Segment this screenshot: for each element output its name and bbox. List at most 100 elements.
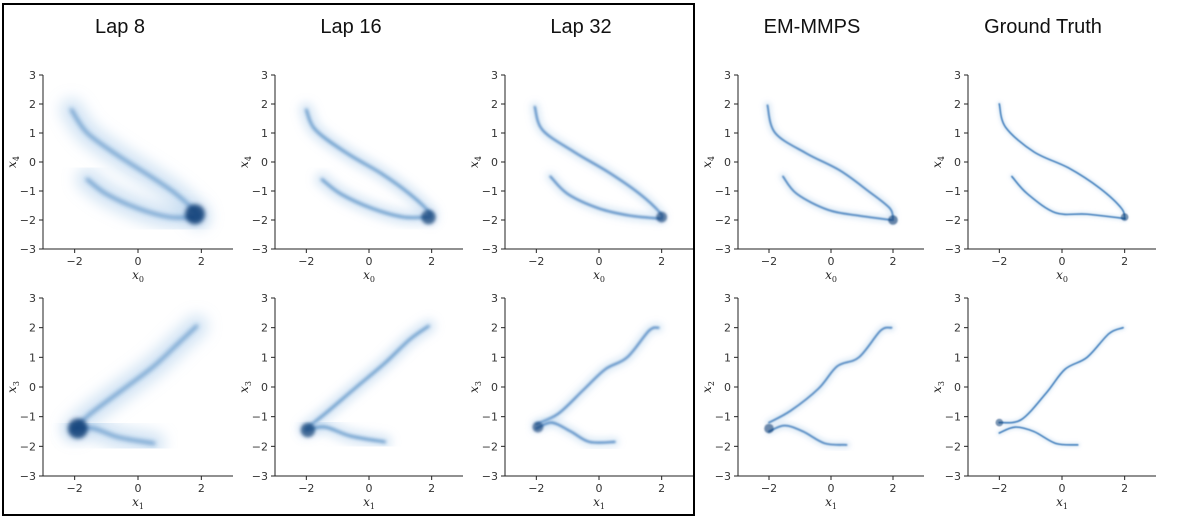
y-tick-label: −2 [20,440,36,453]
x-tick-label: −2 [298,482,314,495]
x-axis-label: x0 [1056,268,1068,284]
y-tick-label: −2 [20,214,36,227]
y-tick-label: −3 [20,470,36,483]
panel-3-bottom: −3 −2 −1 0 1 2 3 −2 0 2 x1 x2 [700,292,924,511]
y-tick-label: −1 [945,411,961,424]
lower-branch-core [1011,175,1126,220]
y-tick-label: 1 [29,351,36,364]
density-layer [529,101,668,224]
upper-branch-halo [763,101,897,224]
column-title-lap-16: Lap 16 [320,16,382,38]
y-tick-label: 1 [261,351,268,364]
density-layer [995,325,1126,448]
y-tick-label: −2 [252,214,268,227]
y-tick-label: 3 [491,292,498,305]
y-tick-label: 3 [491,69,498,82]
lower-branch-core [549,175,662,220]
y-tick-label: 0 [261,381,268,394]
x-axis-label: x0 [593,268,605,284]
panel-4-bottom: −3 −2 −1 0 1 2 3 −2 0 2 x1 x3 [930,292,1156,511]
upper-branch-halo [529,101,668,224]
y-axis-label: x3 [930,381,946,393]
tail-branch-halo [765,421,851,449]
tail-branch-core [768,424,848,446]
y-tick-label: 3 [261,292,268,305]
y-tick-label: −1 [482,411,498,424]
x-tick-label: 2 [890,255,897,268]
y-axis-label: x3 [237,381,253,393]
rising-branch-core [998,326,1124,424]
lower-branch-core [782,175,893,221]
x-tick-label: 0 [135,255,142,268]
y-tick-label: −1 [715,411,731,424]
column-title-lap-8: Lap 8 [94,16,146,38]
y-tick-label: −3 [252,243,268,256]
x-tick-label: 2 [1121,482,1128,495]
y-tick-label: −3 [945,243,961,256]
y-tick-label: 2 [29,98,36,111]
column-title-ground-truth: Ground Truth [984,16,1102,38]
y-tick-label: 0 [29,381,36,394]
y-tick-label: 3 [29,69,36,82]
x-axis-label: x1 [132,495,144,511]
x-tick-label: 0 [366,255,373,268]
y-tick-label: 0 [724,156,731,169]
x-tick-label: 2 [658,482,665,495]
y-tick-label: 0 [491,156,498,169]
y-tick-label: −2 [715,440,731,453]
y-tick-label: 2 [724,322,731,335]
x-tick-label: 2 [428,255,435,268]
y-tick-label: 1 [29,127,36,140]
x-axis-label: x1 [1056,495,1068,511]
x-tick-label: −2 [298,255,314,268]
panel-4-top: −3 −2 −1 0 1 2 3 −2 0 2 x0 x4 [930,69,1156,284]
density-peak [300,422,316,438]
density-peak [421,209,436,225]
laps-group-frame [2,3,695,516]
x-tick-label: 0 [1059,482,1066,495]
density-peak [888,215,898,225]
upper-branch-core [998,103,1126,220]
x-tick-label: 0 [1059,255,1066,268]
x-axis-label: x0 [363,268,375,284]
y-axis-label: x4 [5,156,21,168]
y-tick-label: −2 [482,440,498,453]
y-tick-label: −2 [945,440,961,453]
panel-0-top: −3 −2 −1 0 1 2 3 −2 0 2 x0 x4 [5,69,233,284]
column-title-lap-32: Lap 32 [550,16,612,38]
density-peak [67,418,88,439]
y-axis-label: x3 [467,381,483,393]
y-tick-label: −3 [252,470,268,483]
tail-branch-core [998,426,1079,446]
y-tick-label: 2 [261,322,268,335]
density-layer [764,323,896,449]
y-tick-label: 1 [954,127,961,140]
y-tick-label: −1 [252,411,268,424]
x-axis-label: x0 [825,268,837,284]
density-layer [60,98,210,230]
x-tick-label: −2 [528,255,544,268]
x-tick-label: −2 [67,255,83,268]
y-tick-label: 1 [954,351,961,364]
y-tick-label: −1 [252,185,268,198]
upper-branch-halo [996,101,1128,222]
lower-branch-core [85,177,197,220]
y-tick-label: −1 [945,185,961,198]
x-axis-label: x0 [132,268,144,284]
panel-0-bottom: −3 −2 −1 0 1 2 3 −2 0 2 x1 x3 [5,292,233,511]
tail-branch-core [535,421,616,444]
rising-branch-core [768,326,893,424]
y-tick-label: −2 [945,214,961,227]
y-tick-label: 3 [261,69,268,82]
rising-branch-core [304,324,430,430]
y-tick-label: −1 [715,185,731,198]
rising-branch-core [535,326,660,426]
y-tick-label: 2 [724,98,731,111]
y-tick-label: 0 [954,156,961,169]
y-tick-label: 2 [491,322,498,335]
y-axis-label: x4 [237,156,253,168]
x-tick-label: −2 [67,482,83,495]
y-tick-label: −2 [715,214,731,227]
y-tick-label: 3 [724,69,731,82]
